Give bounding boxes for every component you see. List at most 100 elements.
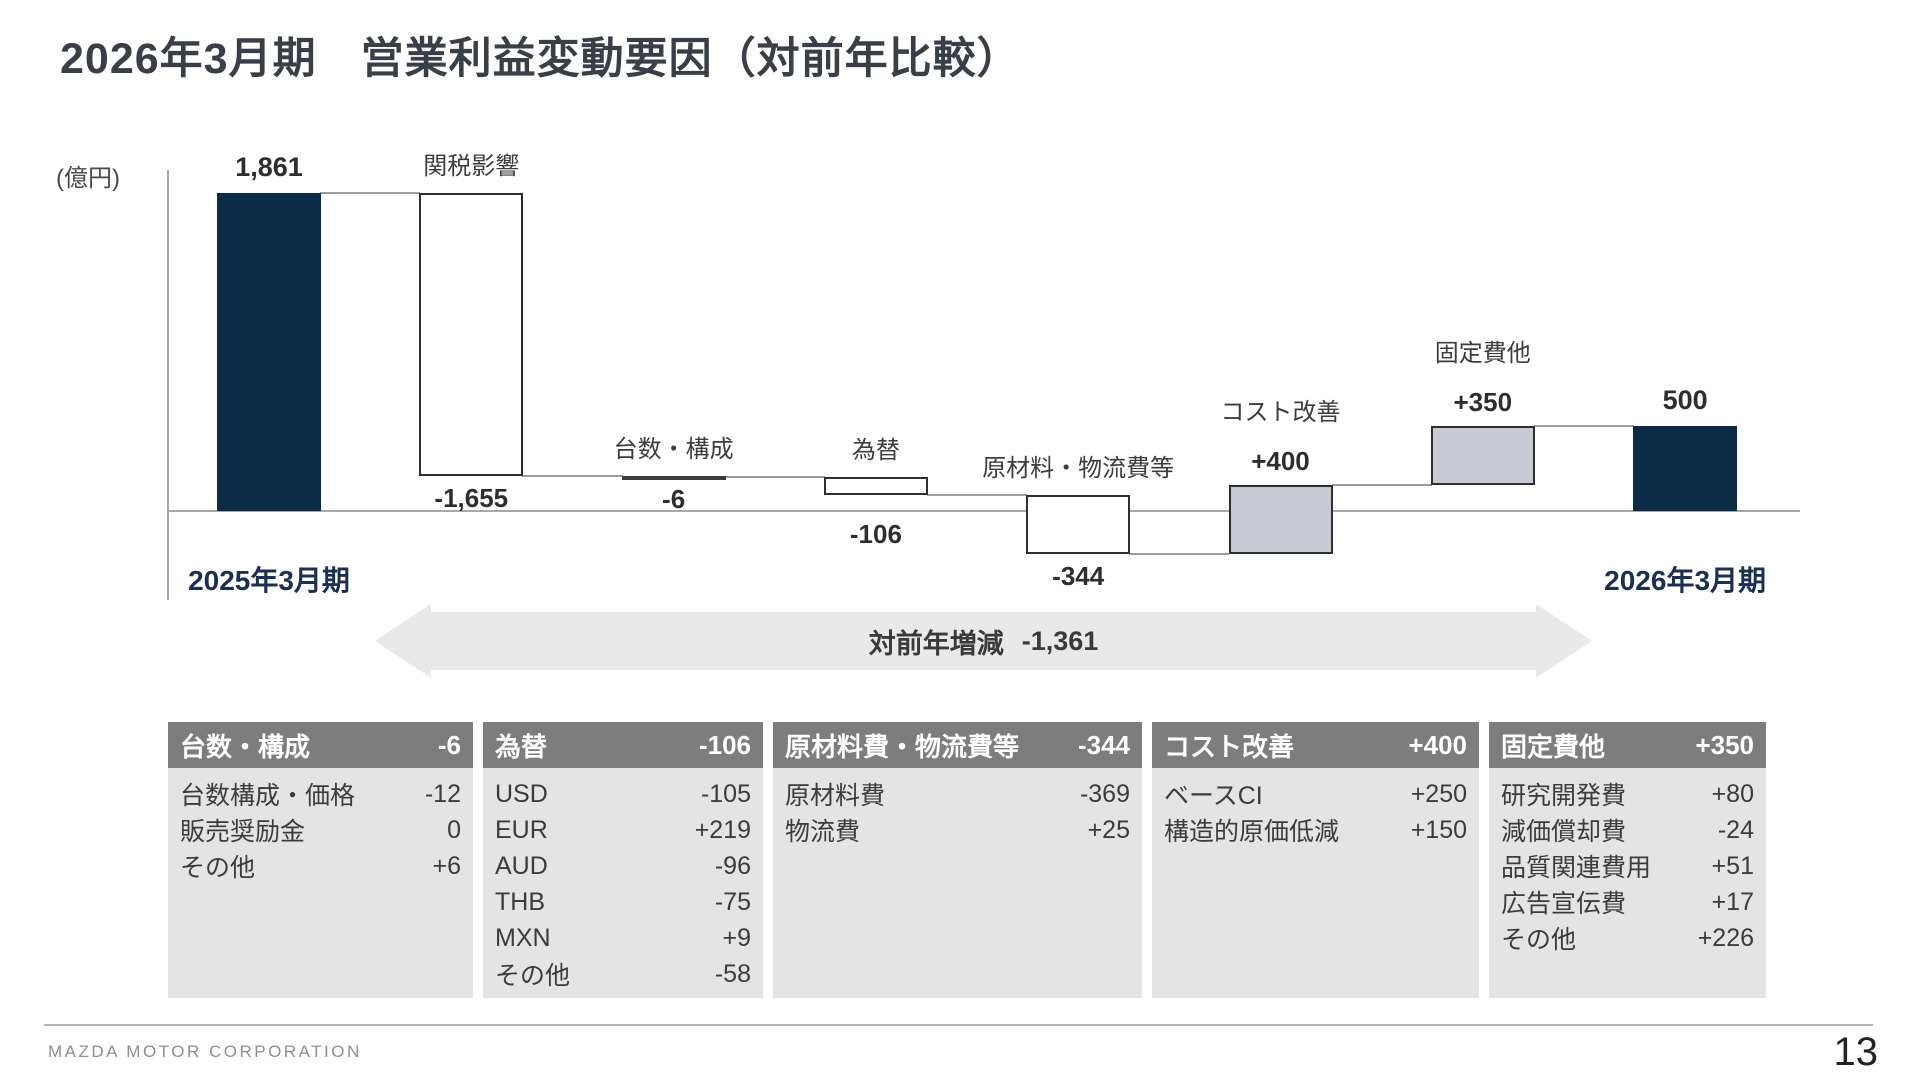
bar-value-label: -344 (1052, 560, 1105, 591)
breakdown-table: 固定費他 +350 研究開発費 +80 減価償却費 -24 品質関連費用 +51 広告宣伝費 +1… (1489, 722, 1766, 998)
bar-value-label: 500 (1662, 384, 1708, 415)
row-label: 広告宣伝費 (1501, 890, 1627, 918)
connector-line (320, 192, 421, 195)
row-label: AUD (495, 851, 548, 880)
breakdown-table: 為替 -106 USD -105 EUR +219 AUD -96 THB -75 MXN +9 その他… (483, 722, 763, 998)
connector-line (1533, 424, 1635, 427)
bar-name-label: 為替 (851, 436, 900, 464)
table-header: 固定費他 +350 (1489, 722, 1766, 768)
table-header-label: 固定費他 (1501, 731, 1606, 762)
waterfall-bar (217, 193, 321, 511)
breakdown-table: 台数・構成 -6 台数構成・価格 -12 販売奨励金 0 その他 +6 (168, 722, 473, 998)
table-row: その他 +226 (1489, 920, 1766, 956)
connector-line (926, 493, 1028, 496)
table-header: 為替 -106 (483, 722, 763, 768)
bar-name-label: 関税影響 (423, 153, 520, 181)
row-value: +226 (1697, 923, 1754, 952)
row-label: 品質関連費用 (1501, 854, 1652, 882)
row-label: MXN (495, 923, 551, 952)
table-header: 台数・構成 -6 (168, 722, 473, 768)
bar-value-label: +400 (1251, 446, 1310, 477)
row-value: -369 (1079, 779, 1130, 808)
waterfall-bar (621, 475, 726, 480)
bar-value-label: +350 (1453, 386, 1513, 417)
connector-line (1331, 484, 1432, 487)
connector-line (724, 475, 825, 478)
table-header-label: 為替 (495, 731, 548, 762)
row-value: -105 (700, 779, 751, 808)
table-header-value: -344 (1077, 729, 1130, 760)
waterfall-bar (1228, 485, 1333, 554)
footer-company-name: MAZDA MOTOR CORPORATION (48, 1042, 362, 1061)
row-value: -75 (714, 887, 751, 916)
row-label: 研究開発費 (1501, 782, 1627, 810)
table-header-value: +400 (1408, 729, 1467, 760)
table-row: 品質関連費用 +51 (1489, 848, 1766, 884)
bar-period-label: 2026年3月期 (1604, 565, 1767, 596)
table-row: 研究開発費 +80 (1489, 776, 1766, 812)
yoy-arrow-value: -1,361 (1021, 625, 1099, 656)
page-title: 2026年3月期 営業利益変動要因（対前年比較） (60, 35, 1021, 83)
table-row: その他 +6 (168, 848, 473, 884)
table-header-label: コスト改善 (1164, 731, 1295, 762)
waterfall-bar (1633, 425, 1738, 511)
table-header-value: -6 (437, 729, 461, 760)
table-row: MXN +9 (483, 920, 763, 956)
waterfall-bar (823, 476, 928, 495)
bar-name-label: コスト改善 (1220, 399, 1341, 427)
waterfall-bar (419, 193, 524, 476)
table-header-value: +350 (1695, 729, 1754, 760)
arrow-left-tip-icon (375, 604, 431, 678)
table-row: 減価償却費 -24 (1489, 812, 1766, 848)
yoy-arrow-label: 対前年増減 (868, 628, 1004, 659)
table-row: AUD -96 (483, 848, 763, 884)
breakdown-table: コスト改善 +400 ベースCI +250 構造的原価低減 +150 (1152, 722, 1479, 998)
yoy-arrow-body: 対前年増減 -1,361 (430, 612, 1537, 670)
row-value: +25 (1087, 815, 1130, 844)
zero-baseline (167, 510, 1800, 512)
bar-name-label: 台数・構成 (613, 435, 734, 463)
row-label: その他 (495, 962, 571, 990)
waterfall-chart: (億円) 1,861 2025年3月期 関税影響 -1,655 台数・構成 -6 為替 -10… (56, 152, 1800, 600)
table-row: ベースCI +250 (1152, 776, 1479, 812)
table-header-label: 台数・構成 (180, 731, 311, 762)
table-body: 台数構成・価格 -12 販売奨励金 0 その他 +6 (168, 768, 473, 998)
row-label: EUR (495, 815, 548, 844)
table-body: ベースCI +250 構造的原価低減 +150 (1152, 768, 1479, 998)
table-body: 研究開発費 +80 減価償却費 -24 品質関連費用 +51 広告宣伝費 +17 その他 +226 (1489, 768, 1766, 998)
table-row: THB -75 (483, 884, 763, 920)
bar-value-label: -6 (662, 483, 686, 514)
bar-period-label: 2025年3月期 (188, 565, 350, 596)
row-value: 0 (447, 815, 461, 844)
row-label: 台数構成・価格 (180, 782, 356, 810)
row-label: その他 (180, 854, 256, 882)
table-row: 物流費 +25 (773, 812, 1142, 848)
row-value: +250 (1410, 779, 1467, 808)
page-number: 13 (1833, 1030, 1879, 1074)
row-value: -58 (714, 959, 751, 988)
row-value: -96 (714, 851, 751, 880)
arrow-right-tip-icon (1536, 604, 1592, 678)
row-value: +80 (1711, 779, 1754, 808)
connector-line (522, 474, 623, 477)
table-header: コスト改善 +400 (1152, 722, 1479, 768)
bar-value-label: 1,861 (235, 152, 303, 183)
bar-name-label: 固定費他 (1434, 339, 1531, 367)
row-value: -12 (424, 779, 461, 808)
bar-value-label: -106 (849, 519, 902, 549)
row-value: +51 (1711, 851, 1754, 880)
row-label: ベースCI (1164, 782, 1263, 810)
breakdown-table: 原材料費・物流費等 -344 原材料費 -369 物流費 +25 (773, 722, 1142, 998)
row-value: +17 (1711, 887, 1754, 916)
table-row: 台数構成・価格 -12 (168, 776, 473, 812)
table-row: USD -105 (483, 776, 763, 812)
row-label: 減価償却費 (1501, 818, 1627, 846)
table-header-label: 原材料費・物流費等 (785, 731, 1020, 762)
footer-divider (44, 1024, 1873, 1026)
bar-value-label: -1,655 (434, 482, 509, 513)
row-label: その他 (1501, 926, 1577, 954)
waterfall-bar (1026, 494, 1131, 554)
chart-unit-label: (億円) (56, 165, 120, 192)
row-label: 物流費 (785, 818, 861, 846)
